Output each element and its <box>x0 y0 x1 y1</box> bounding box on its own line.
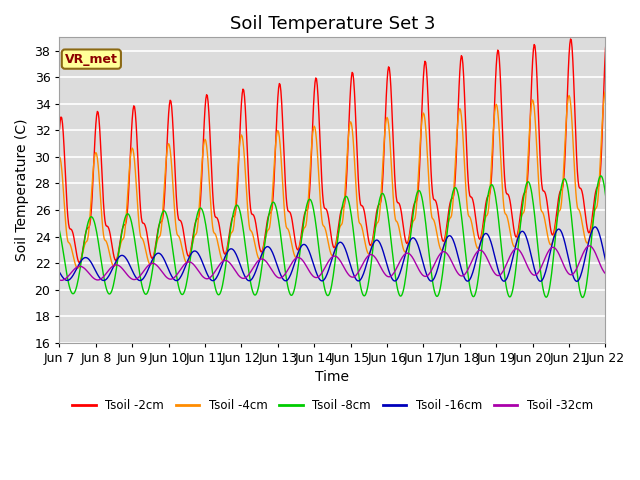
Line: Tsoil -8cm: Tsoil -8cm <box>60 176 606 298</box>
Line: Tsoil -16cm: Tsoil -16cm <box>60 227 606 281</box>
Tsoil -32cm <box>58 277 65 283</box>
Legend: Tsoil -2cm, Tsoil -4cm, Tsoil -8cm, Tsoil -16cm, Tsoil -32cm: Tsoil -2cm, Tsoil -4cm, Tsoil -8cm, Tsoi… <box>67 395 598 417</box>
Tsoil -2cm <box>198 168 206 174</box>
Tsoil -4cm <box>74 265 81 271</box>
Tsoil -8cm <box>56 228 63 233</box>
Tsoil -32cm <box>56 277 63 283</box>
Tsoil -32cm <box>175 270 182 276</box>
Tsoil -16cm <box>174 277 182 283</box>
Tsoil -4cm <box>602 88 609 94</box>
Title: Soil Temperature Set 3: Soil Temperature Set 3 <box>230 15 435 33</box>
Tsoil -32cm <box>531 272 539 278</box>
Tsoil -4cm <box>531 113 539 119</box>
Tsoil -32cm <box>470 253 478 259</box>
Tsoil -8cm <box>531 208 538 214</box>
Tsoil -8cm <box>598 175 606 181</box>
Tsoil -8cm <box>597 173 605 179</box>
Tsoil -16cm <box>470 267 477 273</box>
Tsoil -32cm <box>602 271 610 277</box>
Tsoil -4cm <box>602 90 610 96</box>
Tsoil -4cm <box>470 234 478 240</box>
Tsoil -4cm <box>198 160 206 166</box>
Tsoil -2cm <box>602 36 610 41</box>
Y-axis label: Soil Temperature (C): Soil Temperature (C) <box>15 119 29 261</box>
Line: Tsoil -2cm: Tsoil -2cm <box>60 38 606 263</box>
Tsoil -8cm <box>470 294 477 300</box>
Tsoil -4cm <box>598 132 605 137</box>
Tsoil -2cm <box>175 216 182 222</box>
Tsoil -16cm <box>598 243 606 249</box>
Tsoil -16cm <box>56 269 63 275</box>
Tsoil -16cm <box>531 265 538 271</box>
Tsoil -2cm <box>293 246 301 252</box>
Tsoil -2cm <box>470 204 478 210</box>
Line: Tsoil -4cm: Tsoil -4cm <box>60 91 606 268</box>
Tsoil -2cm <box>56 126 63 132</box>
Text: VR_met: VR_met <box>65 53 118 66</box>
Tsoil -16cm <box>602 261 610 266</box>
X-axis label: Time: Time <box>316 371 349 384</box>
Tsoil -4cm <box>293 254 301 260</box>
Tsoil -4cm <box>56 154 63 160</box>
Tsoil -16cm <box>591 224 598 230</box>
Tsoil -32cm <box>198 273 206 279</box>
Tsoil -32cm <box>293 255 301 261</box>
Tsoil -8cm <box>602 197 610 203</box>
Tsoil -8cm <box>174 280 182 286</box>
Tsoil -32cm <box>586 243 593 249</box>
Tsoil -8cm <box>197 205 205 211</box>
Tsoil -8cm <box>579 295 586 300</box>
Tsoil -2cm <box>531 43 539 48</box>
Tsoil -2cm <box>76 260 83 265</box>
Tsoil -16cm <box>573 278 580 284</box>
Tsoil -32cm <box>598 266 606 272</box>
Tsoil -2cm <box>598 145 605 151</box>
Line: Tsoil -32cm: Tsoil -32cm <box>60 246 606 280</box>
Tsoil -4cm <box>175 233 182 239</box>
Tsoil -8cm <box>292 278 300 284</box>
Tsoil -16cm <box>197 256 205 262</box>
Tsoil -16cm <box>292 256 300 262</box>
